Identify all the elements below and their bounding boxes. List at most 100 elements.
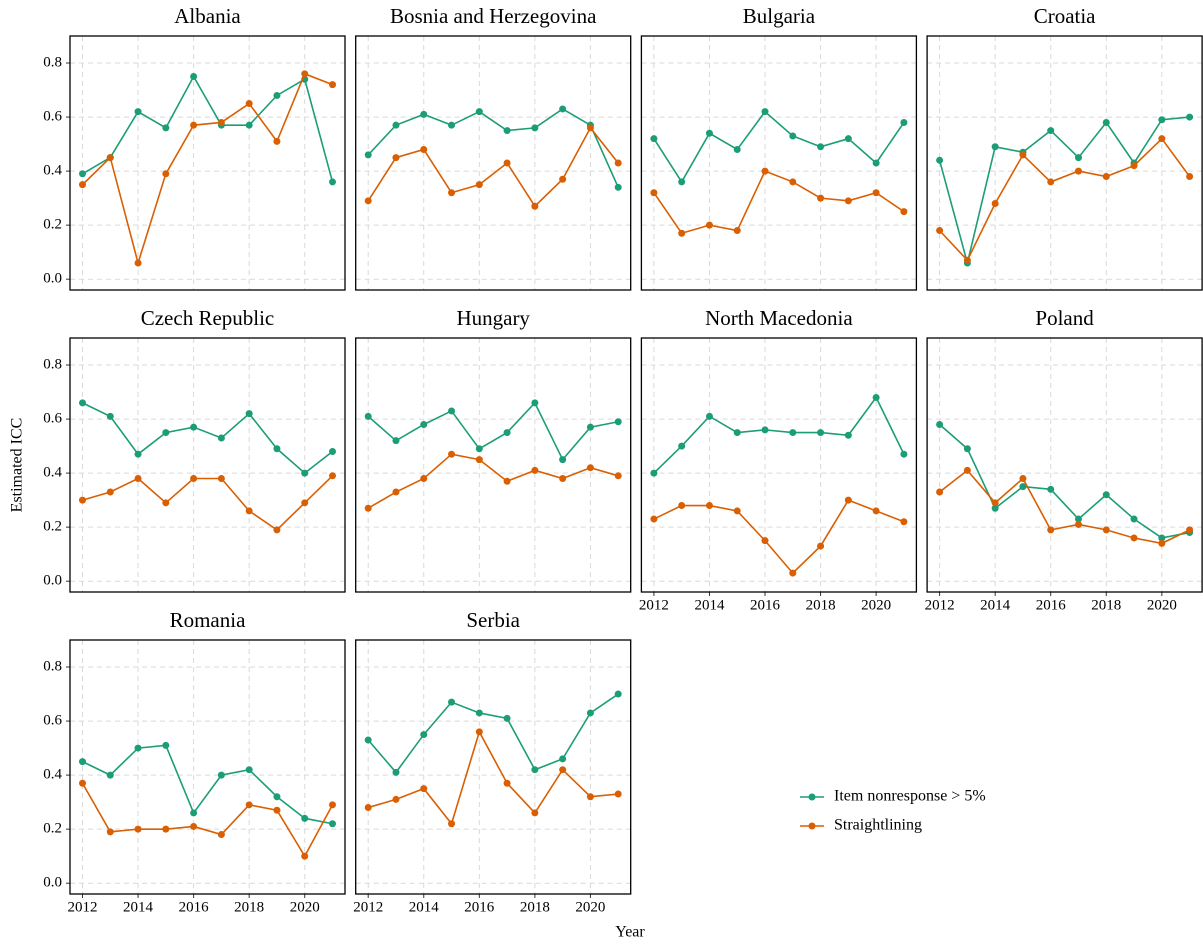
data-point: [559, 105, 567, 113]
series-line: [939, 423, 1190, 539]
data-point: [217, 434, 225, 442]
data-point: [475, 728, 483, 736]
series-line: [81, 782, 334, 858]
y-tick-label: 0.4: [43, 767, 62, 783]
data-point: [190, 475, 198, 483]
data-point: [761, 108, 769, 116]
data-point: [1047, 485, 1055, 493]
data-point: [301, 852, 309, 860]
data-point: [273, 793, 281, 801]
series-line: [367, 401, 619, 462]
panel-title: Serbia: [466, 608, 520, 632]
data-point: [1047, 178, 1055, 186]
data-point: [789, 569, 797, 577]
x-tick-label: 2016: [179, 899, 210, 915]
data-point: [678, 502, 686, 510]
x-axis-title: Year: [615, 924, 645, 941]
data-point: [245, 507, 253, 515]
x-tick-label: 2012: [925, 597, 955, 613]
data-point: [392, 488, 400, 496]
data-point: [392, 121, 400, 129]
panel-title: Czech Republic: [141, 306, 275, 330]
data-point: [1158, 135, 1166, 143]
panel: Serbia 2012 2014 2016 2018 2020: [353, 608, 632, 915]
data-point: [733, 429, 741, 437]
data-point: [705, 129, 713, 137]
data-point: [614, 159, 622, 167]
data-point: [1186, 173, 1194, 181]
data-point: [844, 197, 852, 205]
data-point: [1130, 162, 1138, 170]
data-point: [106, 828, 114, 836]
series-line: [82, 74, 334, 183]
data-point: [531, 466, 539, 474]
data-point: [79, 399, 86, 407]
data-point: [364, 504, 372, 512]
data-point: [817, 194, 825, 202]
data-point: [475, 445, 483, 453]
data-point: [789, 178, 797, 186]
data-point: [106, 154, 114, 162]
data-point: [844, 135, 852, 143]
x-tick-label: 2020: [290, 899, 320, 915]
data-point: [329, 820, 336, 828]
data-point: [872, 159, 880, 167]
series-line: [367, 453, 619, 509]
panel-title: Bulgaria: [743, 4, 816, 28]
data-point: [531, 124, 539, 132]
data-point: [420, 110, 428, 118]
data-point: [991, 143, 999, 151]
legend-label: Item nonresponse > 5%: [834, 788, 986, 805]
data-point: [559, 755, 567, 763]
series-line: [82, 475, 334, 531]
data-point: [448, 407, 456, 415]
data-point: [448, 820, 456, 828]
series-line: [939, 137, 1191, 262]
y-tick-label: 0.8: [43, 356, 62, 372]
panel: Romania 0.0 0.2 0.4 0.6 0.8 2012 2014 2016 2018 20…: [43, 608, 346, 915]
data-point: [936, 420, 944, 428]
data-point: [1186, 113, 1194, 121]
data-point: [531, 766, 539, 774]
data-point: [329, 81, 336, 89]
data-point: [1074, 167, 1082, 175]
data-point: [614, 690, 622, 698]
panel-border: [640, 337, 918, 593]
data-point: [586, 793, 594, 801]
series-line: [939, 469, 1190, 545]
panel-title: Poland: [1035, 306, 1094, 330]
data-point: [217, 118, 225, 126]
x-tick-label: 2012: [68, 899, 98, 915]
data-point: [733, 227, 741, 235]
data-point: [614, 183, 622, 191]
data-point: [245, 121, 253, 129]
data-point: [301, 814, 309, 822]
data-point: [301, 499, 309, 507]
series-line: [653, 499, 905, 575]
legend-swatch-point: [808, 822, 816, 830]
data-point: [162, 499, 170, 507]
data-point: [1074, 520, 1082, 528]
data-point: [531, 399, 539, 407]
data-point: [364, 197, 372, 205]
data-point: [1102, 118, 1110, 126]
data-point: [106, 412, 114, 420]
panel-title: Bosnia and Herzegovina: [390, 4, 597, 28]
data-point: [1074, 154, 1082, 162]
data-point: [106, 488, 114, 496]
data-point: [789, 132, 797, 140]
data-point: [245, 766, 253, 774]
data-point: [1019, 483, 1027, 491]
data-point: [844, 431, 852, 439]
data-point: [392, 154, 400, 162]
data-point: [364, 412, 372, 420]
panel-border: [69, 35, 346, 291]
panel: Bosnia and Herzegovina: [355, 4, 632, 291]
data-point: [1158, 116, 1166, 124]
data-point: [963, 256, 971, 264]
x-tick-label: 2020: [575, 899, 605, 915]
data-point: [162, 825, 170, 833]
x-tick-label: 2014: [409, 899, 440, 915]
data-point: [900, 208, 908, 216]
y-tick-label: 0.0: [43, 573, 62, 589]
